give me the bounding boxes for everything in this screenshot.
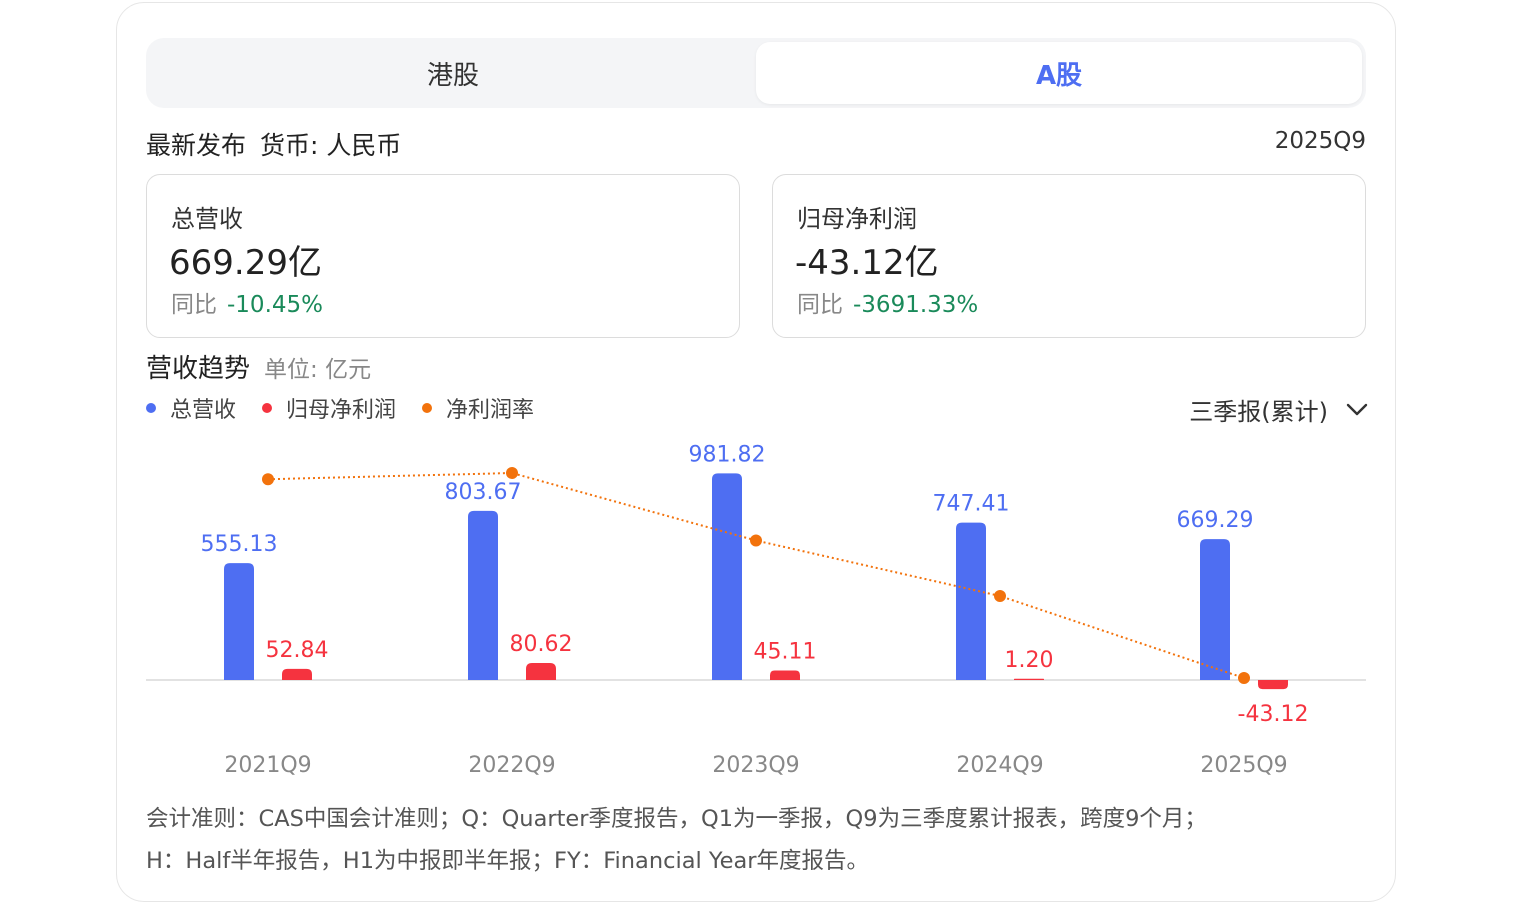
tab-hk-shares[interactable]: 港股 [426,60,479,91]
margin-point [506,467,518,479]
kpi-value: -43.12亿 [795,243,939,283]
legend-item-net-profit[interactable]: 归母净利润 [262,392,396,424]
footnote: 会计准则：CAS中国会计准则；Q：Quarter季度报告，Q1为一季报，Q9为三… [146,798,1376,882]
latest-release-label: 最新发布 [146,131,247,160]
margin-point [994,590,1006,602]
legend-dot [146,403,156,413]
net-profit-bar-label: 1.20 [1005,648,1054,673]
net-profit-bar [282,668,312,680]
margin-point [262,473,274,486]
net-profit-bar [770,670,800,680]
margin-point [1238,672,1250,684]
legend-item-margin[interactable]: 净利润率 [422,392,534,424]
x-axis-tick-label: 2023Q9 [712,753,799,778]
kpi-value: 669.29亿 [169,243,322,283]
net-profit-bar [1014,678,1044,680]
currency-label: 货币: 人民币 [260,131,402,160]
chart-section-title: 营收趋势 单位: 亿元 [146,348,371,385]
net-profit-bar [526,663,556,680]
chart-unit: 单位: 亿元 [264,357,372,383]
x-axis-tick-label: 2024Q9 [956,753,1043,778]
revenue-bar [1200,539,1230,680]
legend-item-revenue[interactable]: 总营收 [146,392,236,424]
x-axis-tick-label: 2025Q9 [1200,753,1287,778]
footnote-line-2: H：Half半年报告，H1为中报即半年报；FY：Financial Year年度… [146,848,870,874]
yoy-label: 同比 [797,292,843,318]
revenue-bar-label: 981.82 [689,442,766,467]
revenue-bar [956,522,986,680]
net-profit-bar-label: -43.12 [1238,702,1309,727]
revenue-bar [224,563,254,680]
kpi-card-net-profit: 归母净利润 -43.12亿 同比 -3691.33% [772,174,1366,338]
tab-a-shares[interactable]: A股 [756,42,1362,104]
release-info: 最新发布 货币: 人民币 [146,126,401,162]
margin-point [750,534,762,547]
chart-title: 营收趋势 [146,354,251,384]
chart-legend: 总营收 归母净利润 净利润率 [146,392,534,424]
legend-label: 归母净利润 [286,398,397,423]
revenue-bar-label: 669.29 [1177,508,1254,533]
kpi-label: 归母净利润 [797,205,917,233]
net-profit-bar [1258,680,1288,690]
net-profit-bar-label: 45.11 [754,640,817,665]
finance-card [116,2,1396,902]
yoy-value: -3691.33% [853,292,979,318]
revenue-bar [712,473,742,680]
net-profit-bar-label: 80.62 [510,632,573,657]
yoy-value: -10.45% [227,292,323,318]
market-tabs: 港股 A股 [146,38,1366,108]
net-profit-bar-label: 52.84 [266,638,329,663]
x-axis-tick-label: 2021Q9 [224,753,311,778]
kpi-yoy: 同比 -3691.33% [797,285,978,319]
revenue-bar-label: 747.41 [933,492,1010,517]
legend-label: 净利润率 [446,398,535,423]
kpi-card-revenue: 总营收 669.29亿 同比 -10.45% [146,174,740,338]
report-type-select[interactable]: 三季报(累计) [1189,392,1368,427]
footnote-line-1: 会计准则：CAS中国会计准则；Q：Quarter季度报告，Q1为一季报，Q9为三… [146,806,1207,832]
yoy-label: 同比 [171,292,217,318]
kpi-yoy: 同比 -10.45% [171,285,323,319]
kpi-label: 总营收 [171,205,243,233]
revenue-bar [468,510,498,680]
revenue-bar-label: 803.67 [445,480,522,505]
legend-dot [422,403,433,413]
revenue-trend-chart: 555.13 52.84 2021Q9 803.67 80.62 2022Q9 981.82… [146,442,1366,778]
x-axis-tick-label: 2022Q9 [468,753,555,778]
report-type-value: 三季报(累计) [1189,398,1328,426]
revenue-bar-label: 555.13 [201,532,278,557]
legend-dot [262,403,273,413]
chevron-down-icon [1346,403,1368,415]
legend-label: 总营收 [170,398,237,423]
report-period: 2025Q9 [1274,128,1366,154]
